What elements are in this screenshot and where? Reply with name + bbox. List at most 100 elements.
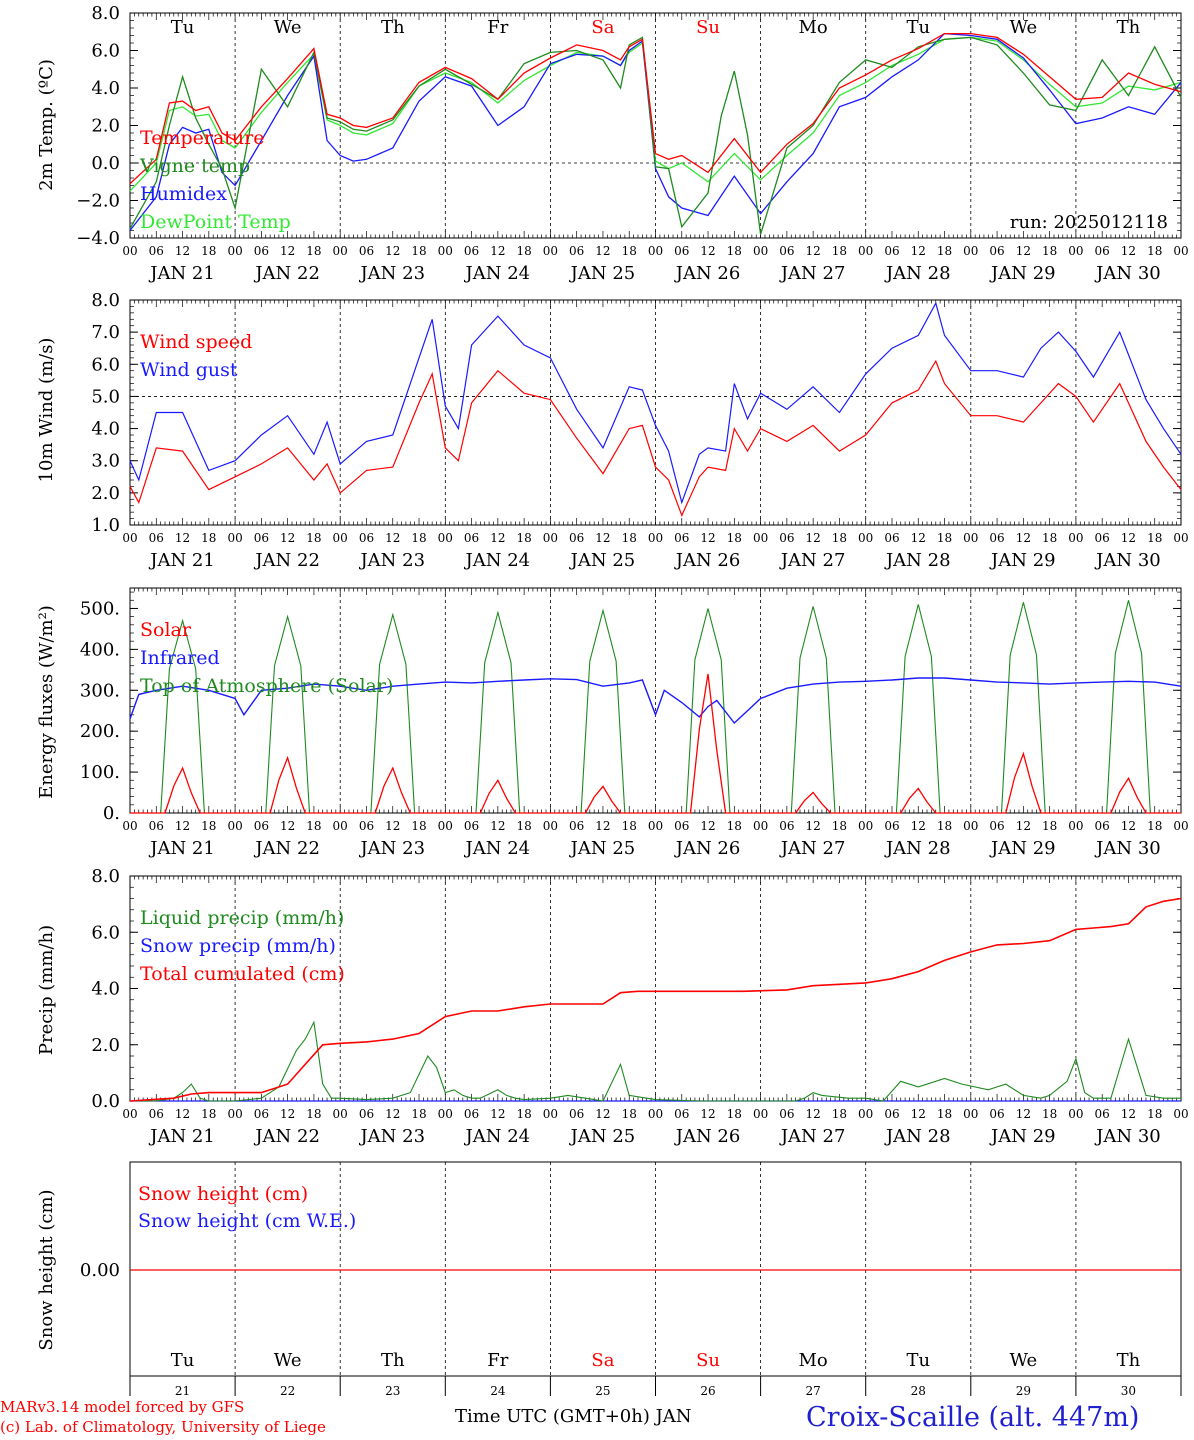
y-tick-label: 4.0 (91, 979, 120, 1000)
day-label: JAN 24 (464, 1126, 531, 1147)
weekday-label: We (274, 1350, 302, 1371)
day-number-label: 27 (806, 1384, 821, 1398)
hour-tick-label: 12 (806, 244, 821, 258)
hour-tick-label: 06 (359, 1107, 374, 1121)
y-tick-label: 2.0 (91, 483, 120, 504)
hour-tick-label: 18 (622, 1107, 637, 1121)
hour-tick-label: 12 (806, 819, 821, 833)
legend-entry: Wind speed (140, 331, 252, 353)
day-label: JAN 25 (569, 838, 636, 859)
legend-entry: Snow height (cm) (138, 1183, 308, 1205)
hour-tick-label: 06 (989, 819, 1004, 833)
day-label: JAN 23 (358, 838, 425, 859)
hour-tick-label: 12 (1121, 1107, 1136, 1121)
hour-tick-label: 06 (464, 531, 479, 545)
hour-tick-label: 18 (306, 244, 321, 258)
hour-tick-label: 12 (280, 244, 295, 258)
series-line (129, 32, 1182, 185)
hour-tick-label: 06 (254, 531, 269, 545)
hour-tick-label: 12 (490, 531, 505, 545)
day-label: JAN 30 (1094, 550, 1161, 571)
hour-tick-label: 18 (1042, 819, 1057, 833)
legend-entry: Vigne temp (139, 155, 250, 177)
legend-entry: Temperature (140, 127, 264, 149)
hour-tick-label: 00 (438, 244, 453, 258)
day-number-label: 21 (175, 1384, 190, 1398)
weekday-label: Th (381, 17, 405, 38)
day-label: JAN 21 (148, 550, 215, 571)
y-tick-label: 4.0 (91, 78, 120, 99)
hour-tick-label: 06 (779, 1107, 794, 1121)
hour-tick-label: 00 (333, 819, 348, 833)
hour-tick-label: 06 (1095, 531, 1110, 545)
hour-tick-label: 18 (727, 819, 742, 833)
day-number-label: 30 (1121, 1384, 1136, 1398)
y-tick-label: 200. (80, 721, 120, 742)
hour-tick-label: 00 (753, 819, 768, 833)
hour-tick-label: 18 (1147, 1107, 1162, 1121)
day-label: JAN 28 (884, 550, 951, 571)
day-label: JAN 27 (779, 550, 846, 571)
hour-tick-label: 18 (1147, 819, 1162, 833)
y-tick-label: 0.0 (91, 1091, 120, 1112)
hour-tick-label: 06 (1095, 244, 1110, 258)
hour-tick-label: 18 (727, 1107, 742, 1121)
hour-tick-label: 06 (884, 819, 899, 833)
hour-tick-label: 06 (464, 244, 479, 258)
series-line (129, 677, 1182, 725)
hour-tick-label: 18 (516, 819, 531, 833)
hour-tick-label: 00 (333, 1107, 348, 1121)
hour-tick-label: 12 (595, 531, 610, 545)
hour-tick-label: 12 (1016, 1107, 1031, 1121)
hour-tick-label: 18 (201, 244, 216, 258)
y-tick-label: 3.0 (91, 451, 120, 472)
hour-tick-label: 00 (753, 244, 768, 258)
day-label: JAN 29 (989, 263, 1056, 284)
day-number-label: 24 (490, 1384, 506, 1398)
weekday-label: Fr (487, 17, 508, 38)
day-label: JAN 24 (464, 263, 531, 284)
hour-tick-label: 06 (989, 1107, 1004, 1121)
hour-tick-label: 12 (806, 1107, 821, 1121)
hour-tick-label: 06 (1095, 1107, 1110, 1121)
day-number-label: 26 (700, 1384, 715, 1398)
y-axis-label: 2m Temp. (ºC) (36, 59, 57, 191)
hour-tick-label: 00 (1173, 819, 1188, 833)
hour-tick-label: 06 (149, 1107, 164, 1121)
y-tick-label: 0.00 (80, 1260, 120, 1281)
hour-tick-label: 18 (1147, 244, 1162, 258)
y-axis-label: Snow height (cm) (36, 1189, 57, 1350)
day-label: JAN 23 (358, 1126, 425, 1147)
panel-frame (129, 587, 1182, 814)
legend-entry: Snow precip (mm/h) (140, 935, 336, 957)
hour-tick-label: 18 (306, 1107, 321, 1121)
hour-tick-label: 00 (1068, 819, 1083, 833)
hour-tick-label: 18 (516, 1107, 531, 1121)
y-tick-label: 400. (80, 639, 120, 660)
hour-tick-label: 18 (1147, 531, 1162, 545)
y-tick-label: 2.0 (91, 116, 120, 137)
hour-tick-label: 18 (832, 244, 847, 258)
day-label: JAN 21 (148, 1126, 215, 1147)
hour-tick-label: 12 (595, 1107, 610, 1121)
legend-entry: Wind gust (140, 359, 238, 381)
hour-tick-label: 18 (1042, 1107, 1057, 1121)
hour-tick-label: 06 (254, 244, 269, 258)
hour-tick-label: 18 (832, 1107, 847, 1121)
weekday-label: Th (1117, 17, 1141, 38)
hour-tick-label: 12 (806, 531, 821, 545)
day-number-label: 22 (280, 1384, 295, 1398)
y-tick-label: 4.0 (91, 419, 120, 440)
hour-tick-label: 00 (333, 531, 348, 545)
hour-tick-label: 12 (1016, 819, 1031, 833)
hour-tick-label: 00 (438, 1107, 453, 1121)
hour-tick-label: 00 (438, 819, 453, 833)
weekday-label: Sa (591, 17, 614, 38)
hour-tick-label: 12 (1016, 531, 1031, 545)
day-label: JAN 28 (884, 263, 951, 284)
hour-tick-label: 06 (149, 531, 164, 545)
hour-tick-label: 06 (254, 1107, 269, 1121)
series-line (130, 673, 1181, 814)
hour-tick-label: 06 (149, 244, 164, 258)
hour-tick-label: 06 (989, 244, 1004, 258)
